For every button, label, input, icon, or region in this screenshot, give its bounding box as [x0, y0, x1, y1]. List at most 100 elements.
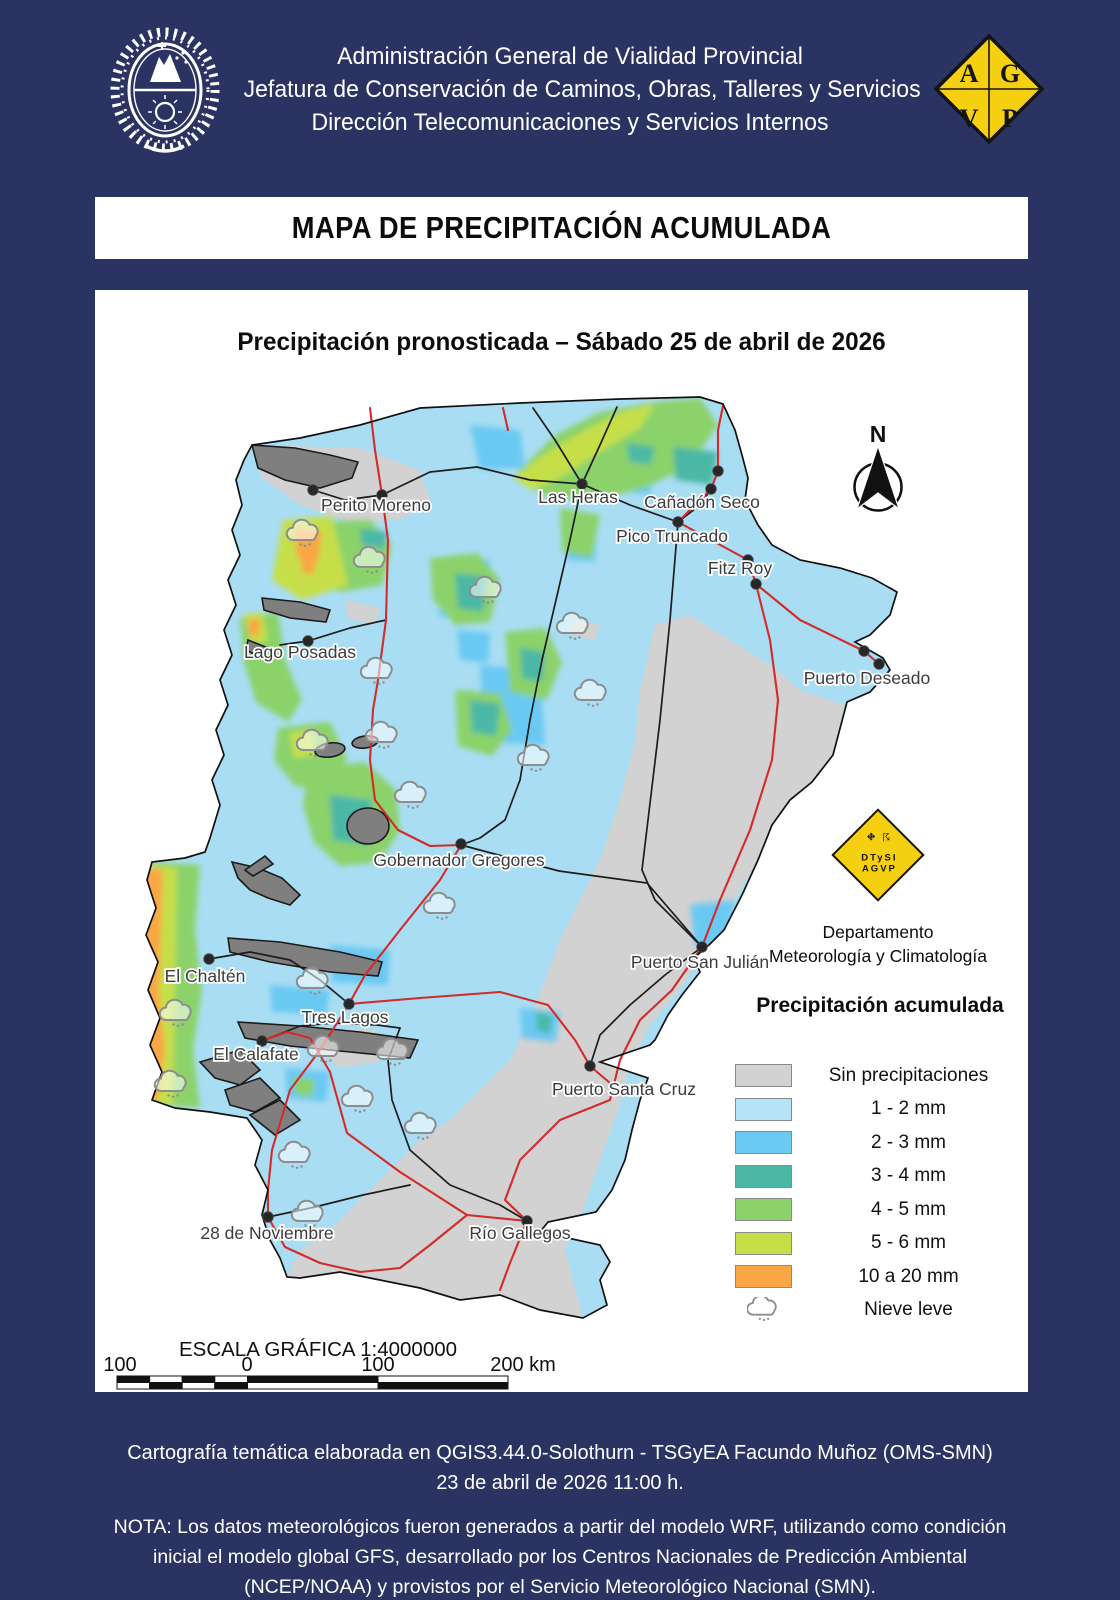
- city-dot: [203, 953, 215, 965]
- legend-rows: Sin precipitaciones 1 - 2 mm 2 - 3 mm 3 - 4…: [735, 1064, 1025, 1323]
- city-dot: [712, 465, 724, 477]
- scale-tick-3: 200 km: [490, 1354, 556, 1376]
- dtysi-badge-content: ⛖︎ ☈︎ DTySI AGVP: [836, 831, 922, 875]
- city-label: Pico Truncado: [616, 526, 728, 546]
- header-text-block: Administración General de Vialidad Provi…: [230, 40, 921, 139]
- city-dot: [376, 489, 388, 501]
- city-label: El Chaltén: [165, 966, 246, 986]
- city-dot: [307, 484, 319, 496]
- city-dot: [256, 1035, 268, 1047]
- header-line-2: Jefatura de Conservación de Caminos, Obr…: [243, 76, 921, 103]
- weather-station-icon: ⛖︎ ☈︎: [866, 831, 893, 844]
- city-label: Puerto Santa Cruz: [552, 1079, 696, 1099]
- legend-label: Sin precipitaciones: [828, 1064, 989, 1086]
- header-line-1: Administración General de Vialidad Provi…: [337, 43, 803, 70]
- snow-cloud-icon: [735, 1297, 792, 1323]
- department-line-2: Meteorología y Climatología: [769, 946, 987, 966]
- legend-label: 10 a 20 mm: [858, 1265, 959, 1287]
- scale-tick-2: 100: [361, 1354, 394, 1376]
- precipitation-raster: [146, 398, 845, 1318]
- legend-row: 3 - 4 mm: [735, 1164, 1025, 1188]
- city-label: 28 de Noviembre: [200, 1223, 333, 1243]
- legend-label: 5 - 6 mm: [871, 1232, 946, 1253]
- city-dot: [521, 1215, 533, 1227]
- city-label: Las Heras: [538, 487, 618, 507]
- header-line-3: Dirección Telecomunicaciones y Servicios…: [311, 109, 829, 136]
- city-layer: Perito Moreno Las Heras Cañadón Seco Pico T…: [163, 465, 932, 1245]
- city-dot: [696, 941, 708, 953]
- city-label: Tres Lagos: [302, 1007, 389, 1027]
- agvp-letter-p: P: [1002, 104, 1018, 133]
- city-label: Fitz Roy: [708, 558, 772, 578]
- legend-row: 2 - 3 mm: [735, 1131, 1025, 1154]
- legend-swatch: [735, 1265, 792, 1288]
- city-label: Cañadón Seco: [644, 492, 760, 512]
- legend-row-snow: Nieve leve: [735, 1297, 1025, 1323]
- footer-credits: Cartografía temática elaborada en QGIS3.…: [0, 1438, 1120, 1498]
- legend-label: 4 - 5 mm: [871, 1198, 946, 1220]
- badge-line-1: DTySI: [861, 852, 898, 864]
- banner-title: MAPA DE PRECIPITACIÓN ACUMULADA: [291, 210, 832, 245]
- city-dot: [858, 645, 870, 657]
- provincial-coat-of-arms: [110, 27, 220, 153]
- scale-title: ESCALA GRÁFICA 1:4000000: [179, 1338, 457, 1361]
- city-label: Perito Moreno: [321, 495, 431, 515]
- north-arrow: N: [853, 421, 903, 512]
- city-label: Puerto Deseado: [804, 668, 930, 688]
- footer-line-1: Cartografía temática elaborada en QGIS3.…: [127, 1442, 993, 1464]
- city-dot: [262, 1211, 274, 1223]
- note-line-2: inicial el modelo global GFS, desarrolla…: [152, 1546, 967, 1568]
- legend-swatch: [735, 1198, 792, 1221]
- footer-line-2: 23 de abril de 2026 11:00 h.: [436, 1472, 684, 1494]
- legend-swatch: [735, 1131, 792, 1154]
- legend-row: 4 - 5 mm: [735, 1198, 1025, 1221]
- city-dot: [302, 635, 314, 647]
- scale-tick-1: 0: [241, 1354, 252, 1376]
- precipitation-map[interactable]: Perito Moreno Las Heras Cañadón Seco Pico T…: [95, 290, 1028, 1392]
- note-line-3: (NCEP/NOAA) y provistos por el Servicio …: [244, 1576, 876, 1598]
- agvp-letter-g: G: [1000, 59, 1020, 88]
- city-dot: [584, 1060, 596, 1072]
- city-dot: [455, 838, 467, 850]
- legend-row: 5 - 6 mm: [735, 1231, 1025, 1255]
- legend-row: 1 - 2 mm: [735, 1097, 1025, 1121]
- department-name: Departamento Meteorología y Climatología: [728, 920, 1028, 968]
- legend-row: 10 a 20 mm: [735, 1265, 1025, 1288]
- scale-tick-0: 100: [103, 1354, 136, 1376]
- scale-bar: ESCALA GRÁFICA 1:4000000 100 0 100 200 k…: [103, 1338, 556, 1390]
- city-dot: [705, 483, 717, 495]
- legend-row: Sin precipitaciones: [735, 1064, 1025, 1087]
- map-panel: Perito Moreno Las Heras Cañadón Seco Pico T…: [95, 290, 1028, 1392]
- city-dot: [672, 516, 684, 528]
- city-dot: [742, 554, 754, 566]
- legend-label: 3 - 4 mm: [871, 1165, 946, 1186]
- legend-label: 1 - 2 mm: [871, 1098, 946, 1119]
- title-banner: MAPA DE PRECIPITACIÓN ACUMULADA: [95, 197, 1028, 259]
- legend-swatch: [735, 1164, 792, 1188]
- city-label: Gobernador Gregores: [373, 850, 544, 870]
- city-label: El Calafate: [213, 1044, 299, 1064]
- city-label: Puerto San Julián: [631, 952, 769, 972]
- north-label: N: [870, 421, 887, 447]
- agvp-letter-a: A: [960, 59, 979, 88]
- department-line-1: Departamento: [822, 922, 934, 942]
- footer-note: NOTA: Los datos meteorológicos fueron ge…: [0, 1512, 1120, 1600]
- legend-label: Nieve leve: [864, 1299, 953, 1320]
- agvp-logo: A G V P: [933, 33, 1045, 145]
- city-dot: [343, 998, 355, 1010]
- agvp-letter-v: V: [960, 104, 979, 133]
- legend: Precipitación acumulada Sin precipitacio…: [735, 994, 1025, 1332]
- city-dot: [750, 578, 762, 590]
- legend-title: Precipitación acumulada: [756, 994, 1004, 1017]
- city-label: Lago Posadas: [244, 642, 356, 662]
- note-line-1: NOTA: Los datos meteorológicos fueron ge…: [113, 1516, 1007, 1538]
- city-dot: [873, 658, 885, 670]
- city-label: Río Gallegos: [469, 1223, 570, 1243]
- map-title: Precipitación pronosticada – Sábado 25 d…: [237, 328, 886, 356]
- legend-label: 2 - 3 mm: [871, 1131, 946, 1153]
- city-dot: [576, 478, 588, 490]
- legend-swatch: [735, 1097, 792, 1121]
- badge-line-2: AGVP: [861, 863, 897, 875]
- legend-swatch: [735, 1064, 792, 1087]
